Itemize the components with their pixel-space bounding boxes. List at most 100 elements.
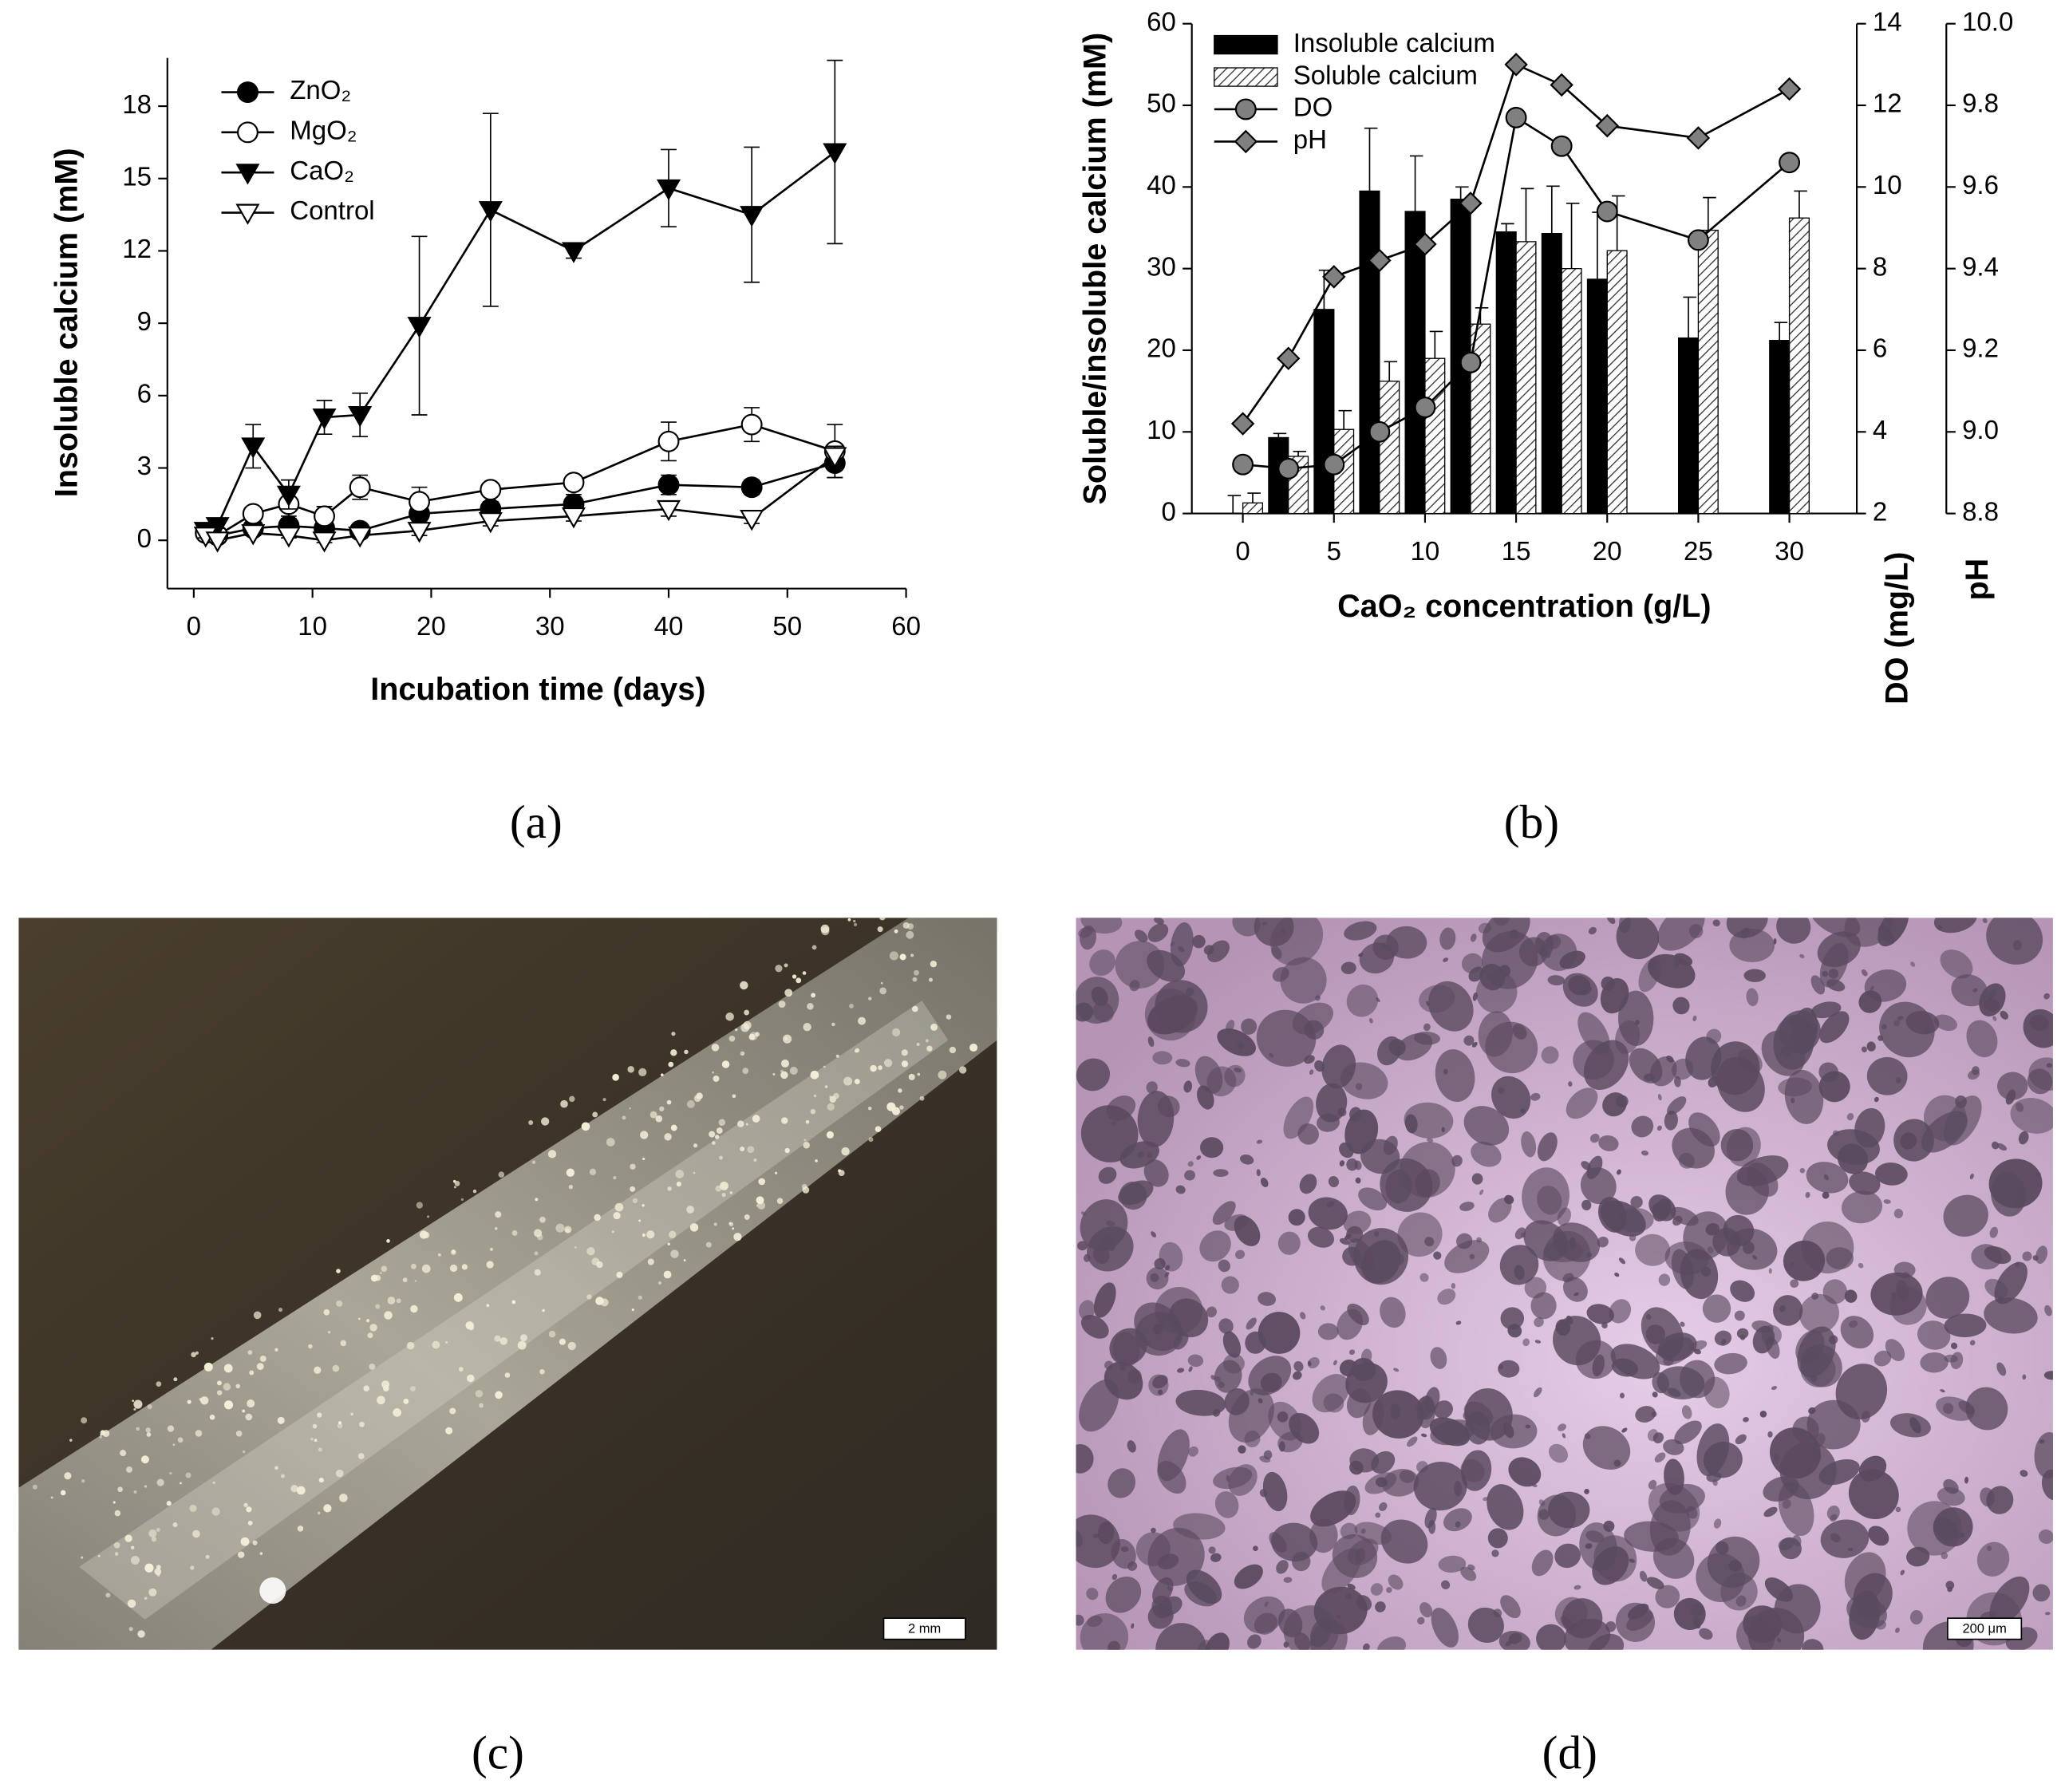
particle (1769, 1427, 1821, 1479)
speckle (539, 1216, 546, 1223)
particle (1674, 1076, 1681, 1087)
particle (1243, 1596, 1285, 1634)
speckle (911, 1005, 918, 1012)
speckle (807, 1003, 814, 1010)
speckle (696, 1092, 703, 1099)
y-tick-label: 0 (137, 523, 152, 553)
particle (1377, 1036, 1402, 1066)
particle (1105, 1576, 1142, 1613)
particle (1976, 1541, 2010, 1577)
particle (1348, 1349, 1356, 1356)
particle (1491, 1549, 1499, 1557)
particle (1508, 1632, 1522, 1644)
particle (1151, 1231, 1157, 1237)
speckle (402, 1277, 408, 1283)
panel-label: (c) (472, 1727, 524, 1779)
particle (1356, 1595, 1372, 1612)
particle (1728, 1560, 1742, 1572)
y-tick-label: 9 (137, 306, 152, 336)
particle (1467, 1607, 1504, 1643)
particle (1537, 1186, 1562, 1215)
speckle (879, 918, 886, 921)
particle (1562, 1433, 1566, 1439)
speckle (748, 1033, 756, 1040)
particle (1214, 1491, 1239, 1518)
error-bar (1794, 190, 1807, 219)
speckle (729, 1191, 732, 1194)
particle (1435, 1049, 1475, 1103)
speckle (396, 1298, 401, 1304)
particle (1170, 922, 1194, 967)
speckle (689, 1223, 699, 1232)
particle (1253, 1545, 1258, 1552)
particle (1861, 1046, 1867, 1052)
panel-label: (b) (1504, 795, 1559, 848)
particle (1841, 1190, 1883, 1224)
particle (1077, 1241, 1088, 1251)
particle (1419, 1273, 1429, 1282)
x-axis-title: CaO₂ concentration (g/L) (1337, 589, 1712, 624)
particle (1413, 1031, 1440, 1045)
speckle (475, 1390, 484, 1398)
particle (1969, 1173, 1974, 1180)
speckle (247, 1350, 253, 1355)
speckle (384, 1311, 393, 1320)
particle (1120, 1546, 1129, 1553)
legend-label: Control (290, 195, 374, 225)
particle (1312, 1374, 1350, 1413)
speckle (126, 1466, 132, 1473)
y3-tick-label: 8.8 (1962, 496, 1999, 526)
speckle (367, 1332, 373, 1339)
particle (1097, 1521, 1115, 1545)
particle (1980, 1487, 1995, 1507)
particle (1944, 1095, 1982, 1146)
particle (1203, 945, 1214, 955)
speckle (733, 1233, 742, 1241)
particle (1277, 1431, 1303, 1453)
speckle (278, 1307, 283, 1312)
particle (1656, 1125, 1662, 1131)
speckle (838, 1170, 845, 1177)
speckle (670, 1049, 677, 1056)
particle (1187, 1354, 1204, 1368)
particle (1197, 1085, 1214, 1110)
speckle (410, 1263, 417, 1269)
speckle (249, 1370, 255, 1376)
speckle (382, 1385, 389, 1392)
speckle (586, 1294, 592, 1300)
speckle (663, 1270, 672, 1279)
particle (1451, 1155, 1463, 1167)
speckle (631, 1308, 634, 1312)
speckle (713, 1075, 720, 1082)
speckle (144, 1485, 148, 1488)
particle (1443, 1508, 1472, 1532)
particle (1080, 1314, 1109, 1339)
speckle (835, 1054, 839, 1058)
particle (1743, 969, 1766, 982)
particle (1994, 1261, 2027, 1305)
speckle (156, 1565, 161, 1569)
speckle (154, 1568, 162, 1576)
particle (1383, 1135, 1398, 1155)
speckle (899, 953, 906, 961)
speckle (870, 1064, 877, 1072)
particle (1080, 1199, 1128, 1251)
particle (1673, 961, 1680, 967)
particle (1256, 1169, 1261, 1177)
particle (1259, 1455, 1271, 1463)
marker (1322, 265, 1346, 289)
marker (1505, 106, 1527, 128)
speckle (312, 1423, 318, 1429)
particle (1819, 1011, 1850, 1044)
speckle (338, 1421, 342, 1425)
particle (1799, 1167, 1806, 1174)
particle (1895, 1077, 1901, 1083)
speckle (567, 1341, 576, 1351)
particle (1369, 1018, 1373, 1024)
particle (1944, 1354, 1958, 1363)
particle (1521, 1131, 1537, 1158)
particle (1536, 1624, 1566, 1650)
particle (1592, 1354, 1605, 1377)
photo (1076, 918, 2053, 1650)
particle (1434, 1400, 1453, 1419)
